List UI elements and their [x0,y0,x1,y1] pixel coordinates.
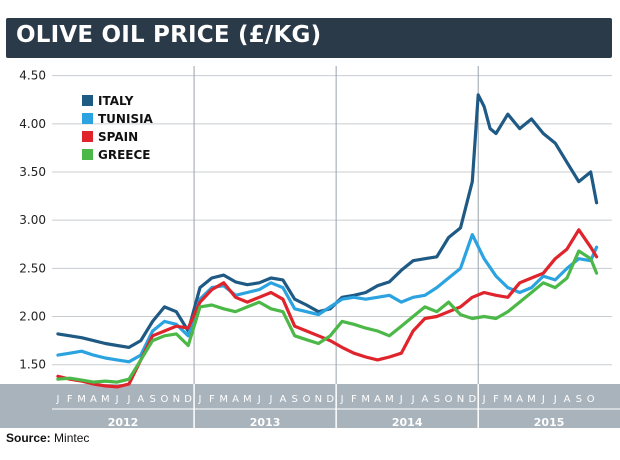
y-tick-label: 1.50 [19,358,46,372]
series-line-spain [56,228,599,389]
series-line-tunisia [56,233,599,364]
chart-title: OLIVE OIL PRICE (£/KG) [16,22,322,48]
legend-swatch-tunisia [82,113,93,124]
x-tick-label: J [269,394,273,405]
series-line-italy [56,93,599,349]
x-tick-label: M [527,394,536,405]
x-tick-label: D [326,394,334,405]
x-tick-label: M [243,394,252,405]
y-tick-label: 3.00 [19,213,46,227]
x-tick-label: M [385,394,394,405]
x-tick-label: M [219,394,228,405]
y-tick-label: 2.00 [19,310,46,324]
x-tick-label: J [541,394,545,405]
x-tick-label: A [516,394,523,405]
year-label: 2012 [108,416,139,429]
legend-label-italy: ITALY [98,94,134,108]
x-tick-label: N [315,394,322,405]
legend-label-greece: GREECE [98,148,151,162]
source-label: Source: [6,431,51,445]
x-tick-label: A [232,394,239,405]
x-tick-label: F [67,394,73,405]
x-tick-label: O [587,394,595,405]
legend-swatch-greece [82,149,93,160]
x-tick-label: J [482,394,486,405]
x-tick-label: A [90,394,97,405]
y-tick-label: 3.50 [19,165,46,179]
x-tick-label: J [411,394,415,405]
legend-swatch-italy [82,95,93,106]
y-tick-label: 4.00 [19,117,46,131]
x-tick-label: S [434,394,440,405]
x-tick-label: A [279,394,286,405]
line-chart: 1.502.002.503.003.504.004.50J F M A M J J A S O N D… [0,60,620,432]
x-tick-label: F [493,394,499,405]
y-tick-label: 2.50 [19,261,46,275]
x-tick-label: S [292,394,298,405]
x-tick-label: O [161,394,169,405]
x-tick-label: M [361,394,370,405]
year-label: 2015 [534,416,565,429]
title-bar: OLIVE OIL PRICE (£/KG) [6,18,612,58]
x-tick-label: M [503,394,512,405]
x-tick-label: O [445,394,453,405]
x-tick-label: N [457,394,464,405]
x-tick-label: F [351,394,357,405]
x-tick-label: J [399,394,403,405]
x-tick-label: J [126,394,130,405]
legend-swatch-spain [82,131,93,142]
x-tick-label: O [303,394,311,405]
legend-label-spain: SPAIN [98,130,138,144]
x-tick-label: D [468,394,476,405]
x-tick-label: J [198,394,202,405]
x-tick-label: J [115,394,119,405]
source-note: Source: Mintec [6,431,89,445]
x-axis-band [0,384,620,428]
x-tick-label: N [173,394,180,405]
x-tick-label: S [576,394,582,405]
x-tick-label: J [553,394,557,405]
x-tick-label: A [564,394,571,405]
x-tick-label: M [101,394,110,405]
source-value: Mintec [54,431,90,445]
series-line-greece [56,249,599,384]
x-tick-label: A [137,394,144,405]
x-tick-label: A [374,394,381,405]
x-tick-label: D [184,394,192,405]
x-tick-label: A [422,394,429,405]
x-tick-label: M [77,394,86,405]
x-tick-label: J [340,394,344,405]
x-tick-label: S [149,394,155,405]
year-label: 2014 [392,416,423,429]
x-tick-label: F [209,394,215,405]
x-tick-label: J [257,394,261,405]
year-label: 2013 [250,416,281,429]
legend-label-tunisia: TUNISIA [98,112,154,126]
y-tick-label: 4.50 [19,69,46,83]
x-tick-label: J [55,394,59,405]
